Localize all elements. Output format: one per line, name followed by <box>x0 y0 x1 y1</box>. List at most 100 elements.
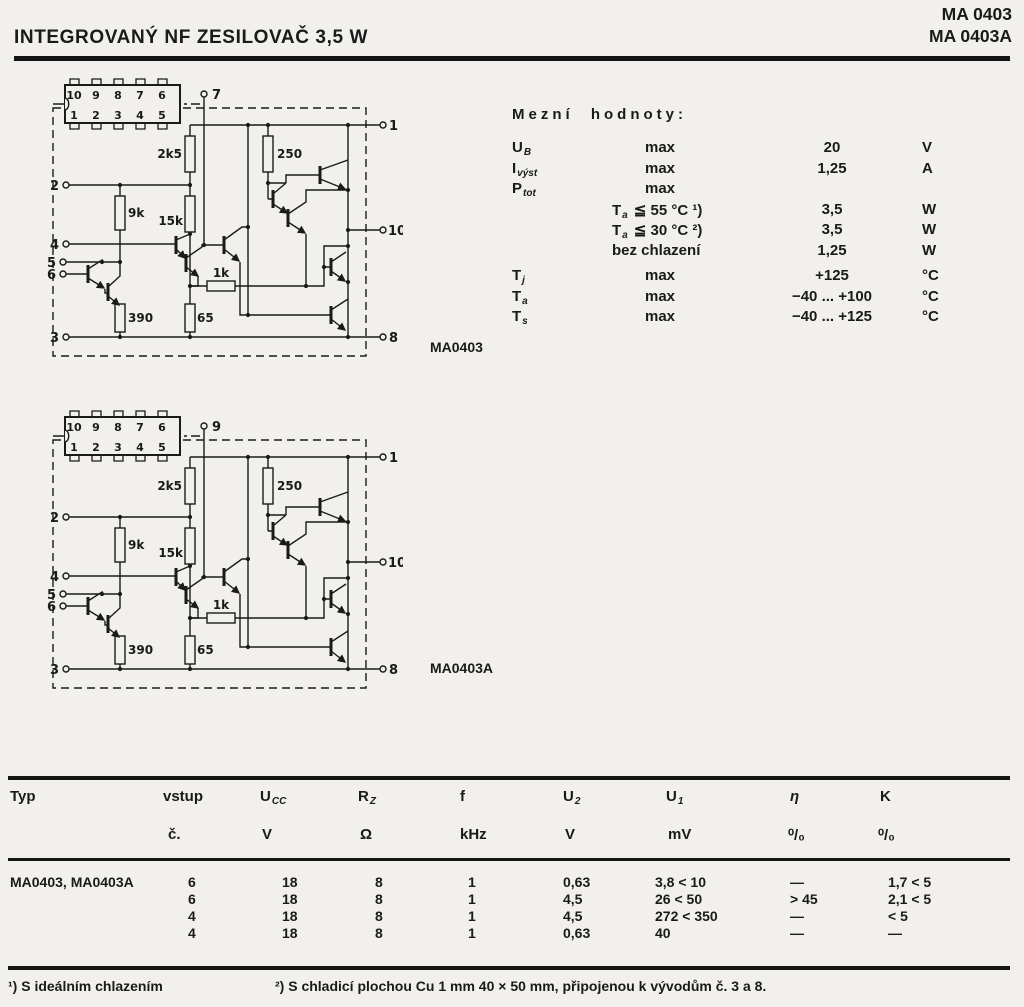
limits-section: Mezní hodnoty: UB max 20 V Ivýst max 1,25 A Pt… <box>512 106 992 329</box>
terminal-labels: 7 1 10 8 2 4 5 6 3 <box>47 88 403 346</box>
cell: — <box>888 925 902 941</box>
limit-row: Ta max −40 ... +100 °C <box>512 288 992 309</box>
resistor-label-390: 390 <box>128 311 153 325</box>
cell: 4 <box>188 925 196 941</box>
col-header-u1: U1 <box>666 788 684 807</box>
cell: > 45 <box>790 891 818 907</box>
limit-row: Ta ≦ 55 °C ¹) 3,5 W <box>512 201 992 222</box>
cell: 4,5 <box>563 891 583 907</box>
limit-row: UB max 20 V <box>512 139 992 160</box>
unit-cell: č. <box>168 826 181 843</box>
table-row: 4 18 8 1 0,63 40 — — <box>10 925 1010 941</box>
limit-condition <box>612 180 619 199</box>
dip-pin-label: 4 <box>136 441 144 454</box>
limit-row: Tj max +125 °C <box>512 267 992 288</box>
page-title: INTEGROVANÝ NF ZESILOVAČ 3,5 W <box>14 27 369 48</box>
terminal-label-top: 9 <box>212 420 221 435</box>
cell: 2,1 < 5 <box>888 891 932 907</box>
limit-condition: Ta ≦ 30 °C ²) <box>612 222 703 241</box>
table-row: 4 18 8 1 4,5 272 < 350 — < 5 <box>10 908 1010 924</box>
limit-value: 1,25 <box>817 159 847 177</box>
circuit-schematic-ma0403a: 10 9 8 7 6 1 2 3 4 5 9 1 10 8 2 4 5 6 3 … <box>47 410 403 705</box>
dip-pin-label: 1 <box>70 109 78 122</box>
unit-cell: Ω <box>360 826 373 843</box>
limit-symbol: Ts <box>512 308 528 327</box>
limit-unit: W <box>922 221 937 238</box>
limit-unit: V <box>922 139 933 156</box>
limit-condition <box>612 160 619 179</box>
dip-pin-label: 7 <box>136 421 144 434</box>
unit-cell: kHz <box>460 826 487 843</box>
resistor-label-15k: 15k <box>158 546 184 560</box>
limit-max-label: max <box>645 139 676 156</box>
cell <box>10 925 163 941</box>
unit-cell: V <box>262 826 273 843</box>
resistor-label-250: 250 <box>277 147 302 161</box>
unit-cell: ⁰/₀ <box>878 827 895 844</box>
cell: 8 <box>375 891 383 907</box>
terminal-label-8: 8 <box>389 663 398 678</box>
terminal-label-6: 6 <box>47 600 56 615</box>
limit-condition: Ta ≦ 55 °C ¹) <box>612 201 703 221</box>
dip-pin-label: 8 <box>114 421 122 434</box>
limit-condition <box>612 308 619 327</box>
limits-rows: UB max 20 V Ivýst max 1,25 A Ptot max Ta ≦ 55 °C… <box>512 139 992 329</box>
limit-value: −40 ... +100 <box>791 287 873 305</box>
header-rule <box>14 56 1010 61</box>
limit-max-label: max <box>645 159 676 177</box>
cell: 8 <box>375 925 383 941</box>
dip-pin-label: 3 <box>114 441 122 454</box>
terminal-label-8: 8 <box>389 331 398 346</box>
cell: 1 <box>468 908 476 924</box>
resistor-label-1k: 1k <box>213 598 230 612</box>
limit-condition <box>612 139 619 158</box>
dip-pin-label: 2 <box>92 441 100 454</box>
col-header-k: K <box>880 788 891 805</box>
dip-pin-label: 5 <box>158 109 166 122</box>
cell: 0,63 <box>563 874 591 890</box>
unit-cell <box>10 826 163 844</box>
table-units-row: č. V Ω kHz V mV ⁰/₀ ⁰/₀ <box>10 826 1010 844</box>
resistor-label-1k: 1k <box>213 266 230 280</box>
cell: 1 <box>468 925 476 941</box>
part-numbers: MA 0403 MA 0403A <box>929 3 1012 47</box>
terminal-label-1: 1 <box>389 451 398 466</box>
col-header-rz: RZ <box>358 788 376 807</box>
limit-unit: A <box>922 159 933 177</box>
limit-max-label: max <box>645 267 676 284</box>
dip-pin-label: 10 <box>66 89 82 102</box>
limit-row: Ts max −40 ... +125 °C <box>512 308 992 329</box>
terminal-label-10: 10 <box>388 224 403 239</box>
terminal-label-4: 4 <box>50 570 59 585</box>
resistor-label-9k: 9k <box>128 206 145 220</box>
dip-pin-label: 9 <box>92 89 100 102</box>
limit-value: +125 <box>815 267 849 284</box>
limit-symbol <box>512 201 513 220</box>
dip-pin-label: 7 <box>136 89 144 102</box>
terminal-label-5: 5 <box>47 256 56 271</box>
col-header-u2: U2 <box>563 788 581 807</box>
limit-row: Ptot max <box>512 180 992 201</box>
resistor-label-2k5: 2k5 <box>157 479 182 493</box>
col-header-ucc: UCC <box>260 788 287 807</box>
dip-pin-label: 4 <box>136 109 144 122</box>
part-number-2: MA 0403A <box>929 26 1012 46</box>
resistor-label-2k5: 2k5 <box>157 147 182 161</box>
limit-max-label: max <box>645 287 676 305</box>
dip-pin-label: 6 <box>158 421 166 434</box>
cell: 1 <box>468 891 476 907</box>
dip-pin-label: 1 <box>70 441 78 454</box>
table-row: 6 18 8 1 4,5 26 < 50 > 45 2,1 < 5 <box>10 891 1010 907</box>
cell: 4 <box>188 908 196 924</box>
limit-condition <box>612 288 619 307</box>
limit-row: bez chlazení 1,25 W <box>512 242 992 263</box>
dip-pin-label: 8 <box>114 89 122 102</box>
table-header-row: Typ vstup UCC RZ f U2 U1 η K <box>10 788 1010 807</box>
cell: 272 < 350 <box>655 908 718 924</box>
limit-symbol: Ivýst <box>512 159 538 179</box>
cell: 40 <box>655 925 671 941</box>
limit-value: 20 <box>823 139 841 156</box>
terminal-labels: 9 1 10 8 2 4 5 6 3 <box>47 420 403 678</box>
limits-heading: Mezní hodnoty: <box>512 106 687 123</box>
cell: 4,5 <box>563 908 583 924</box>
